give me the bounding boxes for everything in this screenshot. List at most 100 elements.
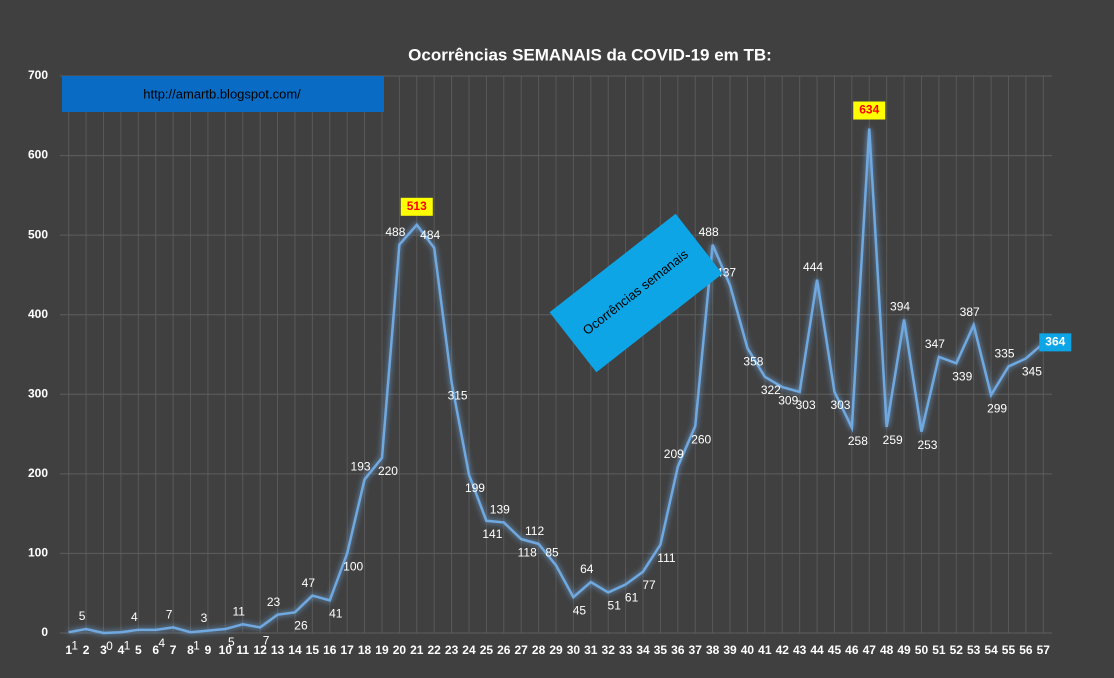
value-label: 339 [952,369,972,383]
value-label: 437 [716,265,736,279]
x-tick-label: 2 [83,643,90,657]
y-tick-label: 0 [41,625,48,639]
value-label-box [1039,333,1072,352]
x-tick-label: 33 [619,643,633,657]
x-tick-label: 9 [205,643,212,657]
y-tick-label: 400 [28,307,48,321]
x-tick-label: 49 [897,643,911,657]
value-label: 259 [883,433,903,447]
x-tick-label: 20 [393,643,407,657]
y-tick-label: 100 [28,546,48,560]
x-tick-label: 30 [567,643,581,657]
x-tick-label: 3 [100,643,107,657]
x-tick-label: 23 [445,643,459,657]
x-tick-label: 36 [671,643,685,657]
value-label: 85 [545,546,559,560]
value-label: 199 [465,481,485,495]
x-tick-label: 53 [967,643,981,657]
value-label: 260 [691,432,711,446]
x-tick-label: 54 [984,643,998,657]
x-tick-label: 40 [741,643,755,657]
value-label: 1 [71,638,78,652]
x-tick-label: 5 [135,643,142,657]
value-label: 64 [580,562,594,576]
value-label: 345 [1022,365,1042,379]
value-label: 364 [1045,335,1065,349]
value-label: 111 [657,551,676,565]
x-tick-label: 21 [410,643,424,657]
x-tick-label: 45 [828,643,842,657]
x-tick-label: 43 [793,643,807,657]
y-tick-label: 200 [28,466,48,480]
value-label: 394 [890,300,910,314]
x-tick-label: 18 [358,643,372,657]
x-tick-label: 4 [118,643,125,657]
value-label: 11 [233,604,246,618]
value-label: 303 [796,398,816,412]
x-tick-label: 55 [1002,643,1016,657]
value-label: 335 [994,347,1014,361]
value-label: 51 [608,599,622,613]
value-label: 41 [329,607,343,621]
value-label: 309 [778,393,798,407]
value-label: 634 [859,103,879,117]
value-label: 303 [830,398,850,412]
value-label: 209 [664,447,684,461]
x-tick-label: 37 [689,643,703,657]
value-label: 118 [518,545,537,559]
x-tick-label: 22 [427,643,441,657]
y-tick-label: 300 [28,386,48,400]
value-label: 193 [351,460,371,474]
value-label: 347 [925,337,945,351]
value-label: 484 [420,228,440,242]
x-tick-label: 26 [497,643,511,657]
x-tick-label: 17 [340,643,354,657]
value-label: 141 [482,527,502,541]
value-label: 488 [699,225,719,239]
y-tick-label: 700 [28,68,48,82]
x-tick-label: 25 [480,643,494,657]
value-label: 45 [573,603,587,617]
value-label: 4 [131,610,138,624]
y-tick-label: 600 [28,148,48,162]
value-label-box [400,197,433,216]
value-label: 488 [385,225,405,239]
x-tick-label: 27 [515,643,529,657]
url-box [62,76,384,112]
x-tick-label: 31 [584,643,598,657]
value-label: 7 [263,634,270,648]
x-tick-label: 56 [1019,643,1033,657]
value-label: 77 [642,578,656,592]
value-label: 387 [960,305,980,319]
value-label: 7 [166,608,173,622]
value-label: 5 [79,609,86,623]
value-label: 0 [106,639,113,653]
x-tick-label: 47 [863,643,877,657]
x-tick-label: 10 [219,643,233,657]
x-tick-label: 50 [915,643,929,657]
x-tick-label: 29 [549,643,563,657]
value-label: 315 [448,389,468,403]
value-label: 100 [343,560,363,574]
value-label: 47 [302,576,316,590]
x-tick-label: 52 [950,643,964,657]
x-tick-label: 8 [187,643,194,657]
x-tick-label: 19 [375,643,389,657]
value-label: 358 [743,354,763,368]
value-label: 26 [294,618,308,632]
value-label: 61 [625,591,639,605]
series-line [68,128,1045,635]
value-label: 253 [917,438,937,452]
value-label: 444 [803,260,823,274]
x-tick-label: 57 [1037,643,1051,657]
x-tick-label: 41 [758,643,772,657]
x-tick-label: 32 [602,643,616,657]
value-label-box [853,101,886,120]
x-tick-label: 16 [323,643,337,657]
x-tick-label: 44 [810,643,824,657]
value-label: 3 [201,611,208,625]
value-label: 4 [158,636,165,650]
value-label: 220 [378,464,398,478]
